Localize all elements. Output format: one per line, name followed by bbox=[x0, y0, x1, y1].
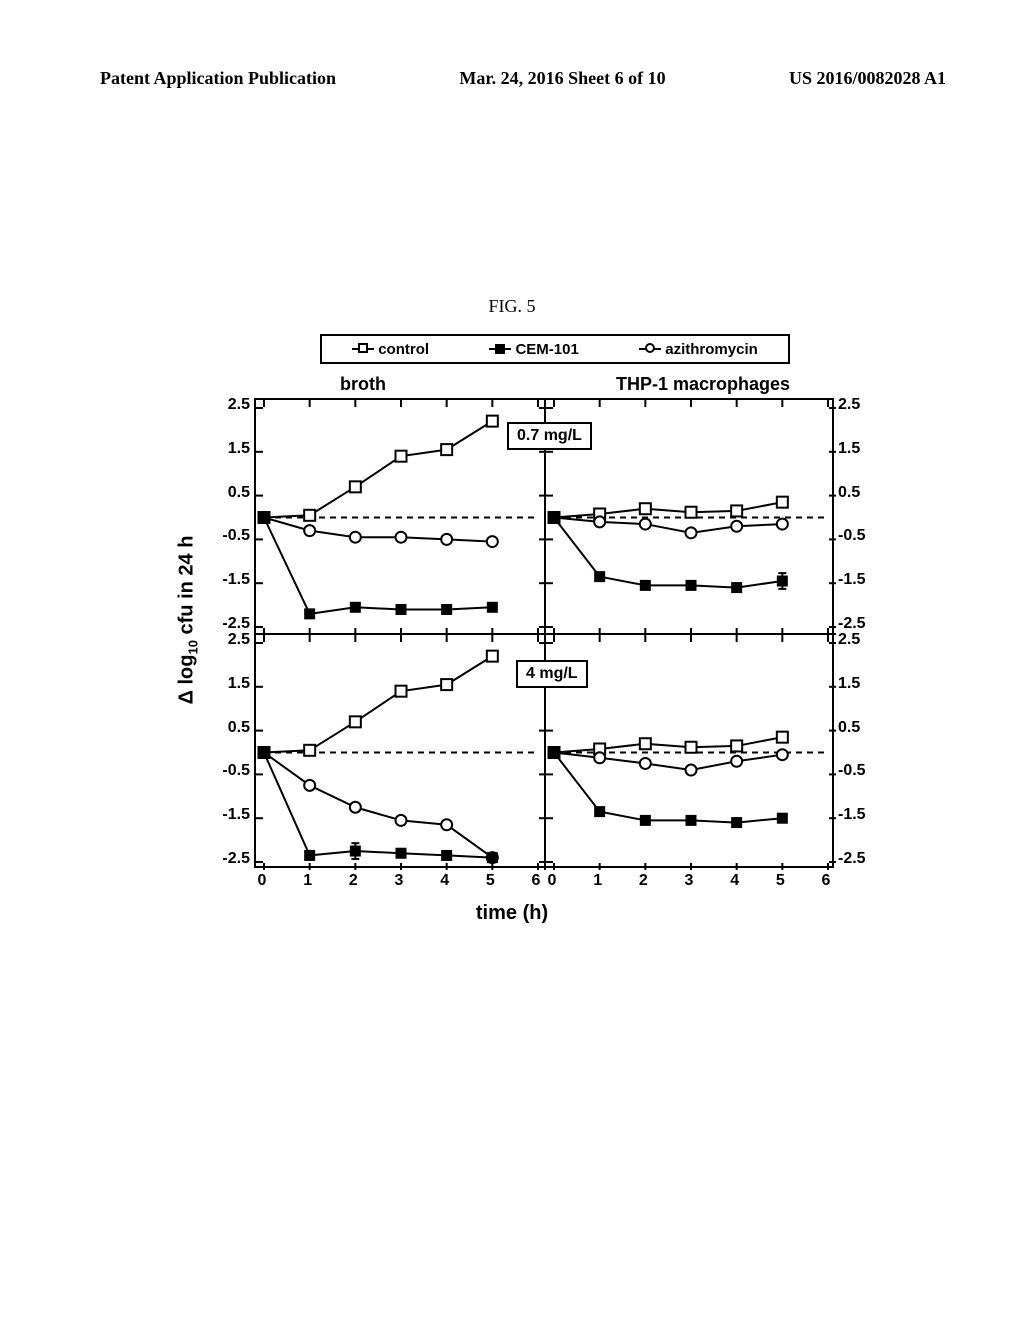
x-tick-label: 4 bbox=[725, 872, 745, 890]
header-center: Mar. 24, 2016 Sheet 6 of 10 bbox=[459, 68, 665, 89]
y-tick-label: -0.5 bbox=[206, 527, 250, 545]
x-axis-label: time (h) bbox=[0, 902, 1024, 925]
y-tick-label: -1.5 bbox=[206, 806, 250, 824]
x-tick-label: 2 bbox=[343, 872, 363, 890]
panel-svg bbox=[256, 400, 546, 635]
concentration-label-top: 0.7 mg/L bbox=[507, 422, 592, 450]
y-tick-label: 0.5 bbox=[838, 719, 882, 737]
x-tick-label: 1 bbox=[588, 872, 608, 890]
x-tick-label: 0 bbox=[542, 872, 562, 890]
y-tick-label: -0.5 bbox=[206, 762, 250, 780]
legend-label: CEM-101 bbox=[515, 341, 578, 358]
y-tick-label: 2.5 bbox=[206, 396, 250, 414]
y-tick-label: 2.5 bbox=[838, 396, 882, 414]
y-tick-label: 1.5 bbox=[206, 440, 250, 458]
y-tick-label: -2.5 bbox=[838, 615, 882, 633]
legend-line-icon bbox=[352, 348, 374, 350]
chart-legend: control CEM-101 azithromycin bbox=[320, 334, 790, 364]
y-tick-label: 0.5 bbox=[206, 484, 250, 502]
y-tick-label: 1.5 bbox=[838, 675, 882, 693]
x-tick-label: 5 bbox=[770, 872, 790, 890]
y-tick-label: -0.5 bbox=[838, 762, 882, 780]
panel-broth-high bbox=[256, 635, 546, 870]
x-tick-label: 3 bbox=[679, 872, 699, 890]
y-tick-label: 1.5 bbox=[206, 675, 250, 693]
chart-panels bbox=[254, 398, 834, 868]
y-tick-label: -1.5 bbox=[206, 571, 250, 589]
x-tick-label: 0 bbox=[252, 872, 272, 890]
legend-item-cem101: CEM-101 bbox=[489, 341, 578, 358]
figure-caption: FIG. 5 bbox=[0, 296, 1024, 317]
y-tick-label: -1.5 bbox=[838, 806, 882, 824]
legend-label: control bbox=[378, 341, 429, 358]
legend-item-azithromycin: azithromycin bbox=[639, 341, 758, 358]
y-tick-label: -2.5 bbox=[838, 850, 882, 868]
panel-broth-low bbox=[256, 400, 546, 635]
x-tick-label: 3 bbox=[389, 872, 409, 890]
y-tick-label: 1.5 bbox=[838, 440, 882, 458]
y-tick-label: 2.5 bbox=[206, 631, 250, 649]
legend-item-control: control bbox=[352, 341, 429, 358]
x-tick-label: 2 bbox=[633, 872, 653, 890]
panel-macrophage-high bbox=[546, 635, 836, 870]
y-tick-label: -0.5 bbox=[838, 527, 882, 545]
ylabel-prefix: Δ log bbox=[176, 655, 198, 705]
y-tick-label: -1.5 bbox=[838, 571, 882, 589]
concentration-label-bottom: 4 mg/L bbox=[516, 660, 588, 688]
legend-line-icon bbox=[639, 348, 661, 350]
ylabel-subscript: 10 bbox=[186, 640, 201, 654]
y-axis-label: Δ log10 cfu in 24 h bbox=[176, 536, 201, 705]
header-right: US 2016/0082028 A1 bbox=[789, 68, 946, 89]
y-tick-label: 0.5 bbox=[838, 484, 882, 502]
y-tick-label: 2.5 bbox=[838, 631, 882, 649]
y-tick-label: 0.5 bbox=[206, 719, 250, 737]
square-open-icon bbox=[358, 343, 368, 353]
legend-label: azithromycin bbox=[665, 341, 758, 358]
x-tick-label: 4 bbox=[435, 872, 455, 890]
header-left: Patent Application Publication bbox=[100, 68, 336, 89]
panel-svg bbox=[256, 635, 546, 870]
ylabel-suffix: cfu in 24 h bbox=[176, 536, 198, 640]
legend-line-icon bbox=[489, 348, 511, 350]
x-tick-label: 1 bbox=[298, 872, 318, 890]
x-tick-label: 6 bbox=[816, 872, 836, 890]
circle-open-icon bbox=[645, 343, 655, 353]
panel-svg bbox=[546, 635, 836, 870]
column-title-broth: broth bbox=[340, 374, 386, 395]
y-tick-label: -2.5 bbox=[206, 850, 250, 868]
column-title-macrophages: THP-1 macrophages bbox=[616, 374, 790, 395]
y-tick-label: -2.5 bbox=[206, 615, 250, 633]
x-tick-label: 5 bbox=[480, 872, 500, 890]
square-filled-icon bbox=[495, 344, 505, 354]
page-header: Patent Application Publication Mar. 24, … bbox=[0, 68, 1024, 89]
x-tick-label: 6 bbox=[526, 872, 546, 890]
